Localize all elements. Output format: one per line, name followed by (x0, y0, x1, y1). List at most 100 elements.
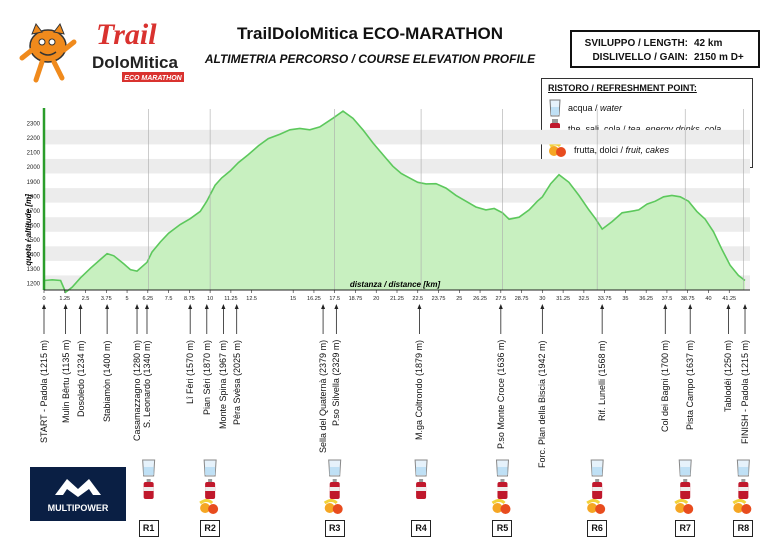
x-tick-label: 10 (207, 296, 213, 302)
gain-value: 2150 m D+ (694, 52, 744, 63)
waypoint-arrowhead (321, 304, 326, 309)
waypoint-label: Tablodêi (1250 m) (723, 339, 734, 412)
x-tick-label: 18.75 (349, 296, 363, 302)
y-tick-label: 1400 (27, 253, 41, 259)
x-tick-label: 3.75 (101, 296, 112, 302)
waypoint-label: Rif. Lunelli (1568 m) (597, 340, 608, 421)
fruit-icon (492, 503, 503, 513)
refresh-point-badge: R5 (492, 520, 513, 537)
banana-icon (732, 499, 747, 505)
fruit-icon (587, 503, 598, 513)
waypoint-arrowhead (135, 304, 140, 309)
waypoint-label: Pista Campo (1637 m) (685, 339, 696, 430)
x-tick-label: 35 (622, 296, 628, 302)
x-tick-label: 2.5 (82, 296, 90, 302)
fruit-icon (324, 503, 335, 513)
waypoint-arrowhead (540, 304, 545, 309)
y-tick-label: 1500 (27, 238, 41, 244)
x-tick-label: 8.75 (184, 296, 195, 302)
waypoint-label: Pêra Svèsa (2025 m) (231, 339, 242, 425)
waypoint-label: Casamazzagno (1280 m) (132, 339, 143, 441)
y-tick-label: 1800 (27, 194, 41, 200)
waypoint-label: Forc. Plan della Biscia (1942 m) (537, 340, 548, 468)
waypoint-label: START - Padola (1215 m) (39, 339, 49, 443)
fruit-icon (675, 503, 686, 513)
legend-item-fruit: frutta, dolci / fruit, cakes (548, 139, 746, 160)
y-tick-label: 2300 (27, 122, 41, 128)
x-tick-label: 15 (290, 296, 296, 302)
x-tick-label: 38.75 (681, 296, 695, 302)
waypoint-arrowhead (105, 304, 110, 309)
banana-icon (586, 499, 601, 505)
waypoint-label: Pian Sêri (1870 m) (201, 339, 212, 415)
x-tick-label: 32.5 (579, 296, 590, 302)
x-tick-label: 16.25 (307, 296, 321, 302)
x-axis-label: distanza / distance [km] (350, 280, 441, 289)
banana-icon (199, 499, 214, 505)
fruit-icon (200, 503, 211, 513)
y-tick-label: 1600 (27, 223, 41, 229)
x-tick-label: 23.75 (432, 296, 446, 302)
y-tick-label: 2100 (27, 151, 41, 157)
waypoint-arrowhead (334, 304, 339, 309)
grid-band (44, 129, 750, 145)
waypoint-label: Monte Spina (1967 m) (218, 339, 229, 429)
logo-trail-text: Trail (96, 18, 157, 51)
x-tick-label: 40 (705, 296, 711, 302)
waypoint-arrowhead (234, 304, 239, 309)
x-tick-label: 5 (126, 296, 129, 302)
y-axis-label: quota / altitude [m] (24, 194, 33, 266)
stats-box: SVILUPPO / LENGTH: 42 km DISLIVELLO / GAI… (570, 30, 760, 68)
waypoint-arrowhead (417, 304, 422, 309)
legend-item-water: acqua / water (548, 97, 746, 118)
length-value: 42 km (694, 38, 723, 49)
waypoint-label: Stabiamòn (1400 m) (102, 340, 113, 422)
x-tick-label: 17.5 (329, 296, 340, 302)
gain-label: DISLIVELLO / GAIN: (592, 52, 688, 63)
waypoint-label: FINISH - Padola (1215 m) (740, 339, 751, 444)
waypoint-label: Mulin Bêrtu (1135 m) (60, 339, 71, 423)
x-tick-label: 6.25 (142, 296, 153, 302)
refresh-point-badge: R2 (200, 520, 221, 537)
x-tick-label: 28.75 (515, 296, 529, 302)
x-tick-label: 21.25 (390, 296, 404, 302)
fruit-icon (208, 504, 219, 514)
refresh-point-badge: R7 (675, 520, 696, 537)
x-tick-label: 12.5 (246, 296, 257, 302)
grid-band (44, 158, 750, 174)
refreshment-legend: RISTORO / REFRESHMENT POINT: acqua / wat… (541, 78, 753, 168)
fruit-icon (500, 504, 511, 514)
x-tick-label: 7.5 (165, 296, 173, 302)
waypoint-arrowhead (144, 304, 149, 309)
page-subtitle: ALTIMETRIA PERCORSO / COURSE ELEVATION P… (204, 52, 536, 66)
logo-dolomitica-text: DoloMitica (92, 53, 178, 72)
waypoint-label: P.so Silvella (2329 m) (331, 339, 342, 426)
x-tick-label: 33.75 (598, 296, 612, 302)
fruit-icon (683, 504, 694, 514)
fruit-icon (741, 504, 752, 514)
x-tick-label: 30 (539, 296, 545, 302)
x-tick-label: 41.25 (722, 296, 736, 302)
y-tick-label: 2200 (27, 136, 41, 142)
x-tick-label: 22.5 (412, 296, 423, 302)
x-tick-label: 37.5 (662, 296, 673, 302)
x-tick-label: 20 (373, 296, 379, 302)
length-label: SVILUPPO / LENGTH: (584, 38, 688, 49)
banana-icon (491, 499, 506, 505)
waypoint-label: Lî Fêri (1570 m) (185, 339, 196, 404)
traildolomitica-logo: Trail DoloMitica ECO MARATHON (19, 18, 184, 83)
multipower-logo: MULTIPOWER (30, 467, 126, 521)
x-tick-label: 26.25 (473, 296, 487, 302)
waypoint-arrows (42, 304, 748, 334)
waypoint-arrowhead (42, 304, 46, 309)
refresh-point-badge: R1 (138, 520, 159, 537)
waypoint-arrowhead (498, 304, 503, 309)
elevation-chart: 1200 1300 1400 1500 1600 1700 1800 1900 2000 2100… (24, 108, 750, 302)
y-tick-label: 1200 (27, 282, 41, 288)
waypoint-arrowhead (78, 304, 83, 309)
refresh-point-badge: R8 (733, 520, 754, 537)
x-tick-label: 1.25 (59, 296, 70, 302)
elevation-line (43, 110, 746, 294)
y-tick-label: 1900 (27, 180, 41, 186)
water-glass-icon (549, 99, 561, 116)
